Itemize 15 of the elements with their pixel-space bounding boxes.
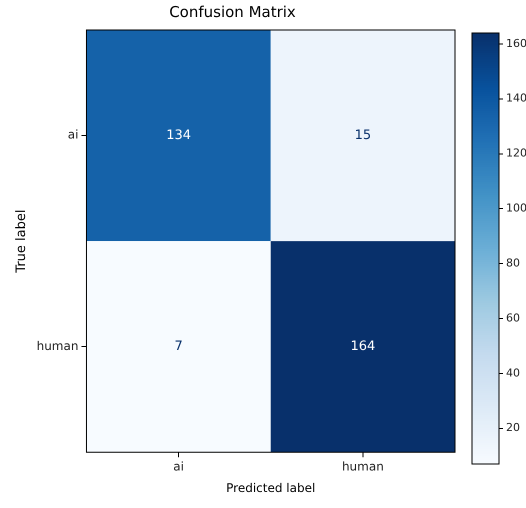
y-axis-title: True label [14,210,30,274]
color-bar-label: 140 [506,92,526,105]
x-axis-title: Predicted label [226,480,316,495]
data-label: 15 [354,128,372,143]
color-bar-label: 80 [506,256,520,270]
chart-title: Confusion Matrix [169,2,296,21]
data-label: 164 [350,339,376,354]
color-bar-label: 40 [506,366,520,380]
data-label: 134 [166,128,192,143]
data-label: 7 [174,339,183,354]
color-bar-label: 120 [506,146,526,160]
color-bar-label: 20 [506,421,520,434]
color-bar-label: 100 [506,202,526,215]
color-bar-label: 160 [506,36,526,50]
color-bar-label: 60 [506,311,520,324]
